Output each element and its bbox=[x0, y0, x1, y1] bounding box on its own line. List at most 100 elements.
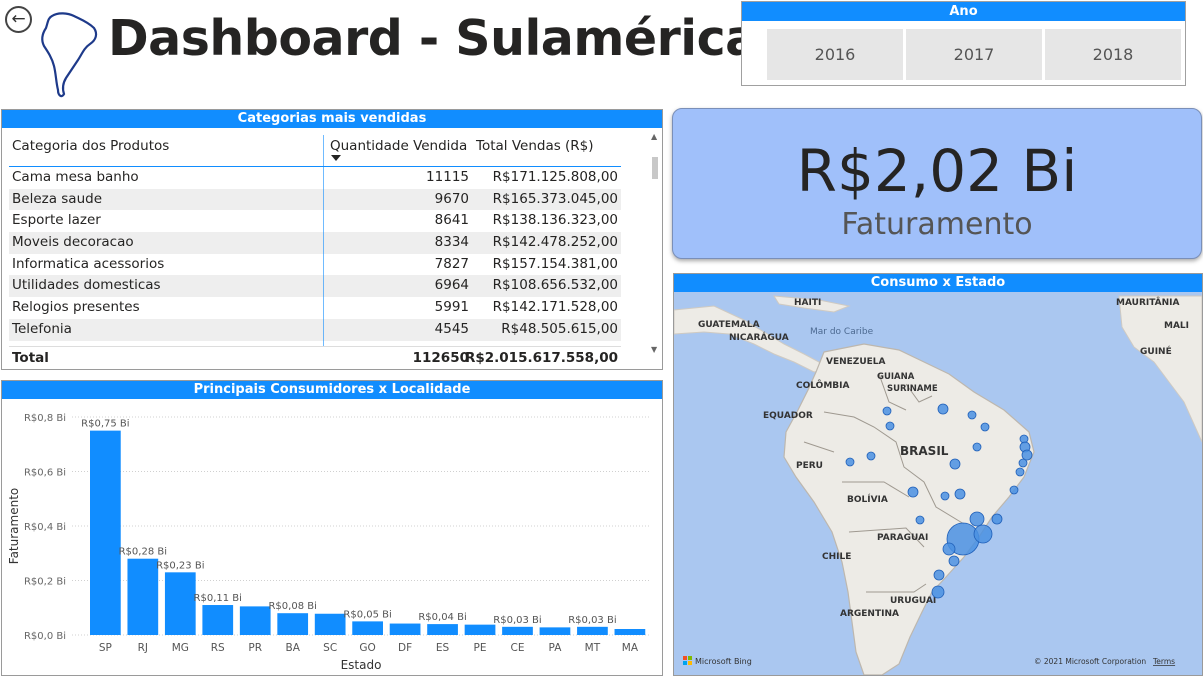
scroll-down-icon[interactable]: ▼ bbox=[651, 345, 658, 354]
map-bubble[interactable] bbox=[948, 555, 960, 567]
arrow-left-icon: ← bbox=[11, 9, 26, 29]
map-bubble[interactable] bbox=[972, 442, 982, 452]
table-row[interactable]: Relogios presentes 5991 R$142.171.528,00 bbox=[9, 297, 621, 319]
cell-category: Esporte lazer bbox=[12, 212, 101, 229]
cell-total: R$171.125.808,00 bbox=[492, 169, 618, 185]
map-bubble[interactable] bbox=[915, 515, 925, 525]
year-option-2018[interactable]: 2018 bbox=[1045, 29, 1181, 80]
table-row[interactable]: Informatica acessorios 7827 R$157.154.381,… bbox=[9, 254, 621, 276]
bing-logo bbox=[683, 656, 692, 665]
map-bubble[interactable] bbox=[931, 585, 945, 599]
bar-es[interactable] bbox=[427, 624, 458, 635]
x-tick-label: SC bbox=[323, 642, 337, 654]
cell-quantity: 8641 bbox=[434, 212, 469, 229]
column-header-quantity[interactable]: Quantidade Vendida bbox=[330, 138, 468, 154]
map-bubble[interactable] bbox=[866, 451, 876, 461]
x-tick-label: PR bbox=[248, 642, 262, 654]
map-bubble[interactable] bbox=[1021, 449, 1033, 461]
page-title: Dashboard - Sulamérica bbox=[108, 10, 758, 67]
cell-total: R$142.478.252,00 bbox=[492, 234, 618, 251]
map-bubble[interactable] bbox=[885, 421, 895, 431]
y-tick-label: R$0,0 Bi bbox=[24, 631, 66, 642]
map-bubble[interactable] bbox=[845, 457, 855, 467]
kpi-label: Faturamento bbox=[841, 207, 1033, 242]
total-sales: R$2.015.617.558,00 bbox=[464, 350, 618, 366]
x-tick-label: SP bbox=[99, 642, 112, 654]
year-slicer: Ano 2016 2017 2018 bbox=[741, 1, 1186, 86]
bar-pa[interactable] bbox=[539, 627, 571, 635]
cell-total: R$165.373.045,00 bbox=[492, 190, 618, 207]
bar-sp[interactable] bbox=[90, 430, 121, 635]
bar-df[interactable] bbox=[389, 623, 421, 635]
bar-rj[interactable] bbox=[127, 558, 159, 635]
map-bubble[interactable] bbox=[942, 542, 956, 556]
cell-total: R$157.154.381,00 bbox=[492, 255, 618, 272]
map-bubble[interactable] bbox=[980, 422, 990, 432]
table-scrollbar[interactable]: ▲ ▼ bbox=[650, 132, 660, 354]
table-row[interactable]: Telefonia 4545 R$48.505.615,00 bbox=[9, 318, 621, 341]
table-row[interactable]: Utilidades domesticas 6964 R$108.656.532,0… bbox=[9, 275, 621, 298]
table-row[interactable]: Cama mesa banho 11115 R$171.125.808,00 bbox=[9, 167, 621, 189]
map-bubble[interactable] bbox=[1009, 485, 1019, 495]
map-label-guatemala: GUATEMALA bbox=[698, 320, 760, 330]
table-row[interactable]: Moveis decoracao 8334 R$142.478.252,00 bbox=[9, 232, 621, 254]
scroll-up-icon[interactable]: ▲ bbox=[651, 132, 658, 141]
map-bubble[interactable] bbox=[882, 406, 892, 416]
cell-quantity: 4545 bbox=[434, 320, 469, 337]
cell-total: R$142.171.528,00 bbox=[492, 299, 618, 316]
year-option-2016[interactable]: 2016 bbox=[767, 29, 903, 80]
map-label-caribbean: Mar do Caribe bbox=[810, 327, 874, 337]
column-header-total[interactable]: Total Vendas (R$) bbox=[476, 138, 594, 154]
map-bubble[interactable] bbox=[937, 403, 949, 415]
cell-quantity: 8334 bbox=[434, 234, 469, 251]
bar-mg[interactable] bbox=[164, 572, 196, 635]
bar-ce[interactable] bbox=[502, 626, 533, 635]
map-bubble[interactable] bbox=[954, 488, 966, 500]
bar-mt[interactable] bbox=[577, 626, 608, 635]
map-bubble[interactable] bbox=[969, 511, 985, 527]
table-row[interactable]: Beleza saude 9670 R$165.373.045,00 bbox=[9, 188, 621, 211]
map-bubble[interactable] bbox=[967, 410, 977, 420]
table-row[interactable]: Esporte lazer 8641 R$138.136.323,00 bbox=[9, 210, 621, 232]
bar-pr[interactable] bbox=[239, 606, 271, 635]
back-button[interactable]: ← bbox=[5, 6, 32, 33]
map-bubble[interactable] bbox=[949, 458, 961, 470]
data-label: R$0,23 Bi bbox=[156, 560, 204, 571]
cell-quantity: 11115 bbox=[426, 169, 469, 185]
map-bubble[interactable] bbox=[973, 524, 993, 544]
y-tick-label: R$0,6 Bi bbox=[24, 468, 66, 479]
map-bubble[interactable] bbox=[1015, 467, 1025, 477]
bar-rs[interactable] bbox=[202, 605, 234, 635]
cell-quantity: 6964 bbox=[434, 277, 469, 294]
map-bubble[interactable] bbox=[907, 486, 919, 498]
year-option-2017[interactable]: 2017 bbox=[906, 29, 1042, 80]
scroll-thumb[interactable] bbox=[652, 157, 658, 179]
map-bubble[interactable] bbox=[940, 491, 950, 501]
column-header-category[interactable]: Categoria dos Produtos bbox=[12, 138, 170, 154]
bar-ba[interactable] bbox=[277, 613, 309, 635]
x-tick-label: BA bbox=[285, 642, 300, 654]
map-label-venezuela: VENEZUELA bbox=[826, 357, 886, 367]
cell-quantity: 5991 bbox=[434, 299, 469, 316]
kpi-value: R$2,02 Bi bbox=[796, 137, 1078, 205]
cell-quantity: 7827 bbox=[434, 255, 469, 272]
state-consumption-map: Consumo x Estado HAITI MAURITÂNIA GUATEMAL… bbox=[673, 273, 1203, 676]
bar-ma[interactable] bbox=[614, 629, 646, 635]
x-tick-label: GO bbox=[359, 642, 375, 654]
bar-chart-svg: R$0,0 Bi R$0,2 Bi R$0,4 Bi R$0,6 Bi R$0,8 Bi… bbox=[7, 413, 650, 672]
map-bubble[interactable] bbox=[991, 513, 1003, 525]
bar-sc[interactable] bbox=[314, 613, 346, 635]
country-borders bbox=[803, 373, 965, 593]
data-label: R$0,75 Bi bbox=[81, 419, 129, 430]
cell-category: Cama mesa banho bbox=[12, 169, 139, 185]
map-label-uruguay: URUGUAI bbox=[890, 596, 936, 606]
total-label: Total bbox=[12, 350, 49, 366]
map-bubble[interactable] bbox=[1018, 458, 1028, 468]
bar-go[interactable] bbox=[352, 621, 383, 635]
bar-pe[interactable] bbox=[464, 624, 496, 635]
map-terms-link[interactable]: Terms bbox=[1152, 657, 1175, 666]
data-label: R$0,11 Bi bbox=[194, 593, 242, 604]
map-label-ecuador: EQUADOR bbox=[763, 411, 813, 421]
map-bubble[interactable] bbox=[933, 569, 945, 581]
